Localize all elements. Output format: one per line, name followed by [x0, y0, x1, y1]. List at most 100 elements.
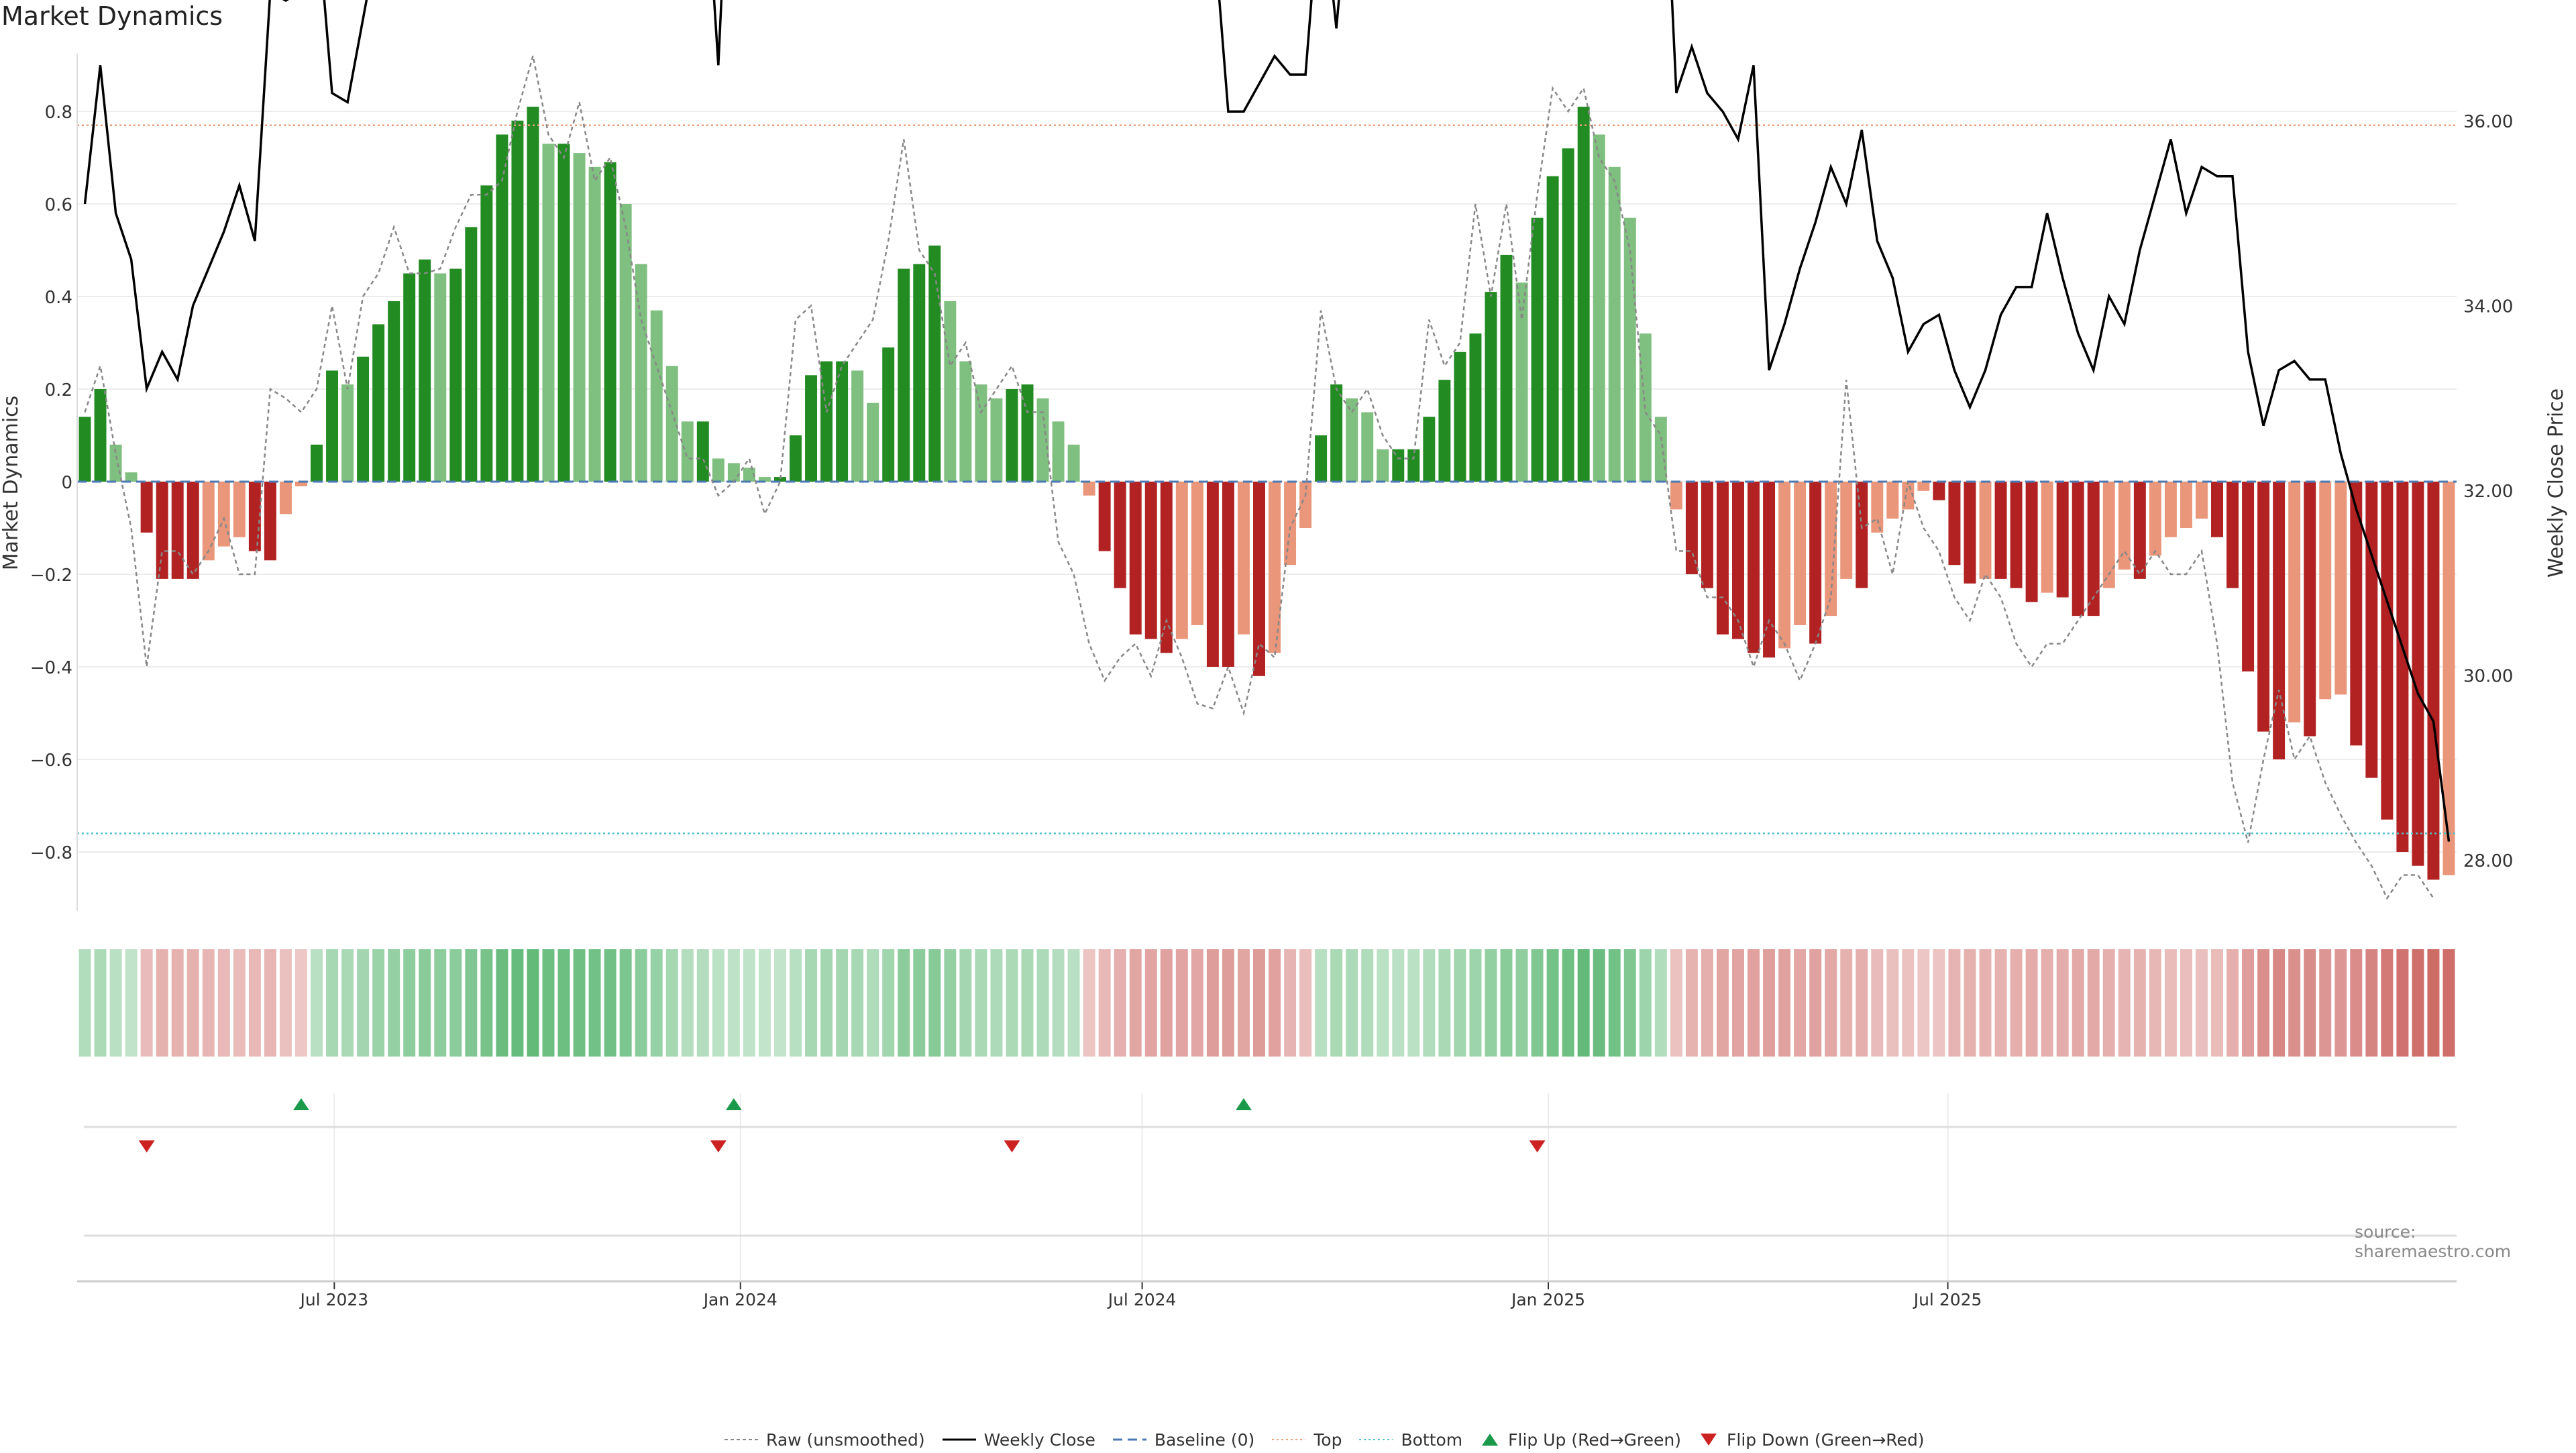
dynamics-bar [1654, 417, 1667, 482]
dynamics-bar [2133, 482, 2146, 579]
dynamics-bar [2288, 482, 2301, 722]
raw-unsmoothed-line [84, 55, 2434, 900]
strip-cell [1160, 949, 1173, 1057]
strip-cell [1454, 949, 1466, 1057]
dynamics-bar [619, 204, 632, 482]
strip-cell [542, 949, 555, 1057]
legend-item-flip-up: Flip Up (Red→Green) [1480, 1430, 1681, 1450]
flip-up-icon [1482, 1434, 1499, 1446]
strip-cell [1593, 949, 1605, 1057]
dynamics-bar [403, 273, 416, 482]
strip-cell [851, 949, 864, 1057]
strip-cell [1794, 949, 1807, 1057]
dynamics-bar [1546, 176, 1559, 482]
dynamics-bar [1407, 449, 1420, 482]
legend-swatch-raw [724, 1439, 758, 1440]
strip-cell [496, 949, 508, 1057]
dynamics-bar [1670, 482, 1682, 510]
strip-cell [2319, 949, 2332, 1057]
dynamics-bar [1716, 482, 1729, 635]
dynamics-bar [1144, 482, 1157, 639]
strip-cell [449, 949, 462, 1057]
strip-cell [1206, 949, 1219, 1057]
strip-cell [326, 949, 339, 1057]
dynamics-bar [1825, 482, 1837, 616]
strip-cell [727, 949, 740, 1057]
strip-cell [109, 949, 122, 1057]
strip-cell [1948, 949, 1961, 1057]
dynamics-bar [944, 301, 957, 482]
y-tick-label: 0.4 [45, 288, 72, 308]
strip-cell [2133, 949, 2146, 1057]
y-tick-label: 0.6 [45, 195, 72, 215]
strip-cell [1036, 949, 1049, 1057]
strip-cell [1933, 949, 1945, 1057]
strip-cell [1685, 949, 1698, 1057]
strip-cell [294, 949, 307, 1057]
strip-cell [805, 949, 818, 1057]
strip-cell [882, 949, 895, 1057]
dynamics-bar [2087, 482, 2100, 616]
strip-cell [959, 949, 972, 1057]
legend-label-baseline: Baseline (0) [1154, 1430, 1255, 1450]
strip-cell [1438, 949, 1451, 1057]
dynamics-bar [851, 370, 864, 482]
dynamics-bar [1701, 482, 1713, 588]
strip-cell [2304, 949, 2316, 1057]
dynamics-bar [1809, 482, 1822, 644]
dynamics-bar [264, 482, 276, 561]
strip-cell [743, 949, 755, 1057]
dynamics-bar [2257, 482, 2270, 732]
tick-labels: −0.8 −0.6 −0.4 −0.2 0 0.2 0.4 0.6 0.8 28.00 30.00 3… [30, 103, 2514, 1309]
strip-cell [1562, 949, 1574, 1057]
dynamics-bar [2242, 482, 2255, 671]
dynamics-bar [2072, 482, 2084, 616]
strip-cell [2102, 949, 2115, 1057]
strip-cell [341, 949, 354, 1057]
dynamics-bar [78, 417, 91, 482]
flip-up-marker [1235, 1098, 1252, 1110]
y2-tick-label: 36.00 [2463, 112, 2513, 132]
dynamics-bar [1685, 482, 1698, 574]
strip-cell [1639, 949, 1652, 1057]
chart-title: Market Dynamics [1, 1, 223, 31]
strip-cell [2180, 949, 2192, 1057]
y-tick-label: −0.4 [30, 658, 72, 678]
dynamics-bar [1392, 449, 1405, 482]
dynamics-bar [248, 482, 261, 551]
strip-cell [2242, 949, 2255, 1057]
dynamics-bar [2443, 482, 2455, 875]
dynamics-bar [2304, 482, 2316, 737]
dynamics-bar [1299, 482, 1312, 528]
dynamics-bar [1562, 148, 1574, 482]
strip-cell [1315, 949, 1328, 1057]
legend-item-flip-down: Flip Down (Green→Red) [1699, 1430, 1925, 1450]
x-tick-label: Jul 2023 [299, 1290, 368, 1309]
strip-cell [419, 949, 431, 1057]
line-series [83, 0, 2451, 900]
strip-cell [1006, 949, 1018, 1057]
strip-cell [527, 949, 539, 1057]
strip-cell [1670, 949, 1682, 1057]
strip-cell [94, 949, 107, 1057]
x-tick-label: Jan 2024 [702, 1290, 777, 1309]
dynamics-bar [975, 384, 987, 482]
dynamics-bar [202, 482, 215, 561]
legend-swatch-bottom [1359, 1439, 1393, 1440]
dynamics-bar [140, 482, 153, 533]
strip-cell [2257, 949, 2270, 1057]
strip-cell [125, 949, 138, 1057]
dynamics-bar [1948, 482, 1961, 566]
strip-cell [2010, 949, 2023, 1057]
dynamics-bar [156, 482, 168, 579]
legend-swatch-close [942, 1438, 976, 1441]
strip-cell [1531, 949, 1544, 1057]
dynamics-bar [1748, 482, 1760, 653]
dynamics-bar [1964, 482, 1976, 584]
dynamics-bar [1284, 482, 1297, 566]
dynamics-bar [867, 402, 879, 482]
dynamics-bar [712, 458, 724, 482]
strip-cell [1284, 949, 1297, 1057]
strip-cell [2396, 949, 2409, 1057]
weekly-close-line [83, 0, 2451, 842]
